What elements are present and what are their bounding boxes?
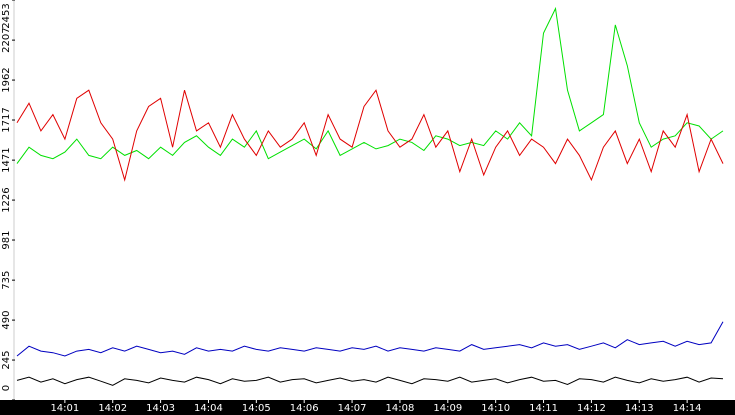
y-tick-label: 735 (1, 271, 12, 290)
x-tick-label: 14:09 (433, 403, 462, 414)
x-tick-label: 14:08 (386, 403, 415, 414)
y-tick-label: 1226 (1, 187, 12, 212)
x-tick-label: 14:06 (290, 403, 319, 414)
x-tick-label: 14:11 (529, 403, 558, 414)
x-tick-label: 14:07 (338, 403, 367, 414)
y-tick-label: 2453 (1, 3, 12, 28)
y-tick-label: 1717 (1, 107, 12, 132)
y-tick-label: 245 (1, 351, 12, 370)
series-line (16, 89, 724, 182)
y-tick-label: 490 (1, 311, 12, 330)
x-tick-label: 14:01 (50, 403, 79, 414)
series-line (16, 321, 724, 357)
y-tick-label: 1962 (1, 67, 12, 92)
x-tick-label: 14:02 (98, 403, 127, 414)
x-tick-label: 14:13 (625, 403, 654, 414)
x-tick-label: 14:05 (242, 403, 271, 414)
x-tick-label: 14:12 (577, 403, 606, 414)
y-tick-label: 0 (1, 385, 12, 391)
x-tick-label: 14:04 (194, 403, 223, 414)
x-tick-label: 14:14 (673, 403, 702, 414)
x-tick-label: 14:10 (481, 403, 510, 414)
series-line (16, 6, 724, 164)
series-line (16, 376, 724, 386)
x-axis-band (0, 400, 735, 415)
y-tick-label: 981 (1, 230, 12, 249)
y-tick-label: 2207 (1, 27, 12, 52)
x-tick-label: 14:03 (146, 403, 175, 414)
y-tick-label: 1471 (1, 147, 12, 172)
